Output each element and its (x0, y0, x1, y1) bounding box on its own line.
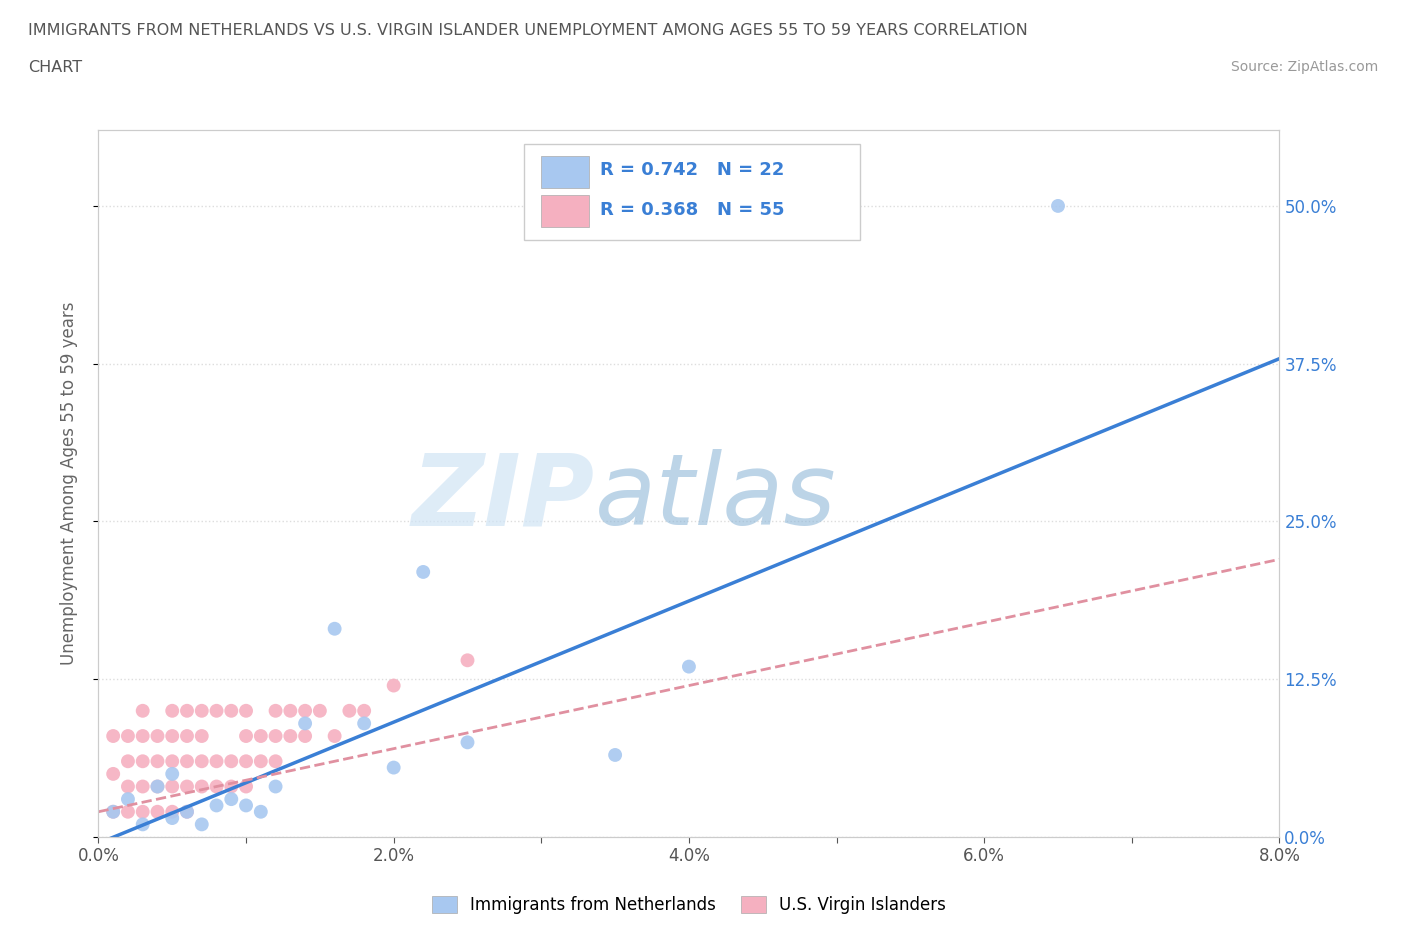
Text: atlas: atlas (595, 449, 837, 546)
Point (308, 703, 332, 718)
Point (162, 754, 183, 769)
Point (250, 754, 273, 769)
Point (146, 779, 169, 794)
Point (162, 804, 183, 819)
Point (278, 728, 302, 743)
Point (176, 804, 198, 819)
Point (117, 804, 139, 819)
Point (162, 811, 183, 826)
Point (146, 728, 169, 743)
Point (176, 779, 198, 794)
Text: CHART: CHART (28, 60, 82, 75)
Point (264, 703, 287, 718)
Point (294, 728, 316, 743)
Point (219, 754, 242, 769)
Text: R = 0.742   N = 22: R = 0.742 N = 22 (600, 162, 785, 179)
Bar (541, 156, 589, 188)
Point (103, 766, 125, 781)
Point (132, 703, 155, 718)
Point (205, 798, 228, 813)
Point (264, 728, 287, 743)
Point (235, 798, 257, 813)
Y-axis label: Unemployment Among Ages 55 to 59 years: Unemployment Among Ages 55 to 59 years (59, 302, 77, 665)
Point (132, 728, 155, 743)
Point (132, 804, 155, 819)
Point (323, 621, 346, 636)
Point (264, 779, 287, 794)
Point (382, 678, 405, 693)
Point (235, 728, 257, 743)
Point (117, 779, 139, 794)
Point (176, 703, 198, 718)
Bar (541, 195, 589, 227)
Point (103, 728, 125, 743)
Point (294, 716, 316, 731)
Point (117, 728, 139, 743)
Point (678, 659, 700, 674)
Point (205, 779, 228, 794)
Point (205, 703, 228, 718)
Point (1046, 198, 1069, 213)
Point (146, 779, 169, 794)
Point (191, 817, 214, 831)
Point (132, 754, 155, 769)
Point (191, 779, 214, 794)
Point (191, 754, 214, 769)
Point (103, 804, 125, 819)
Point (117, 791, 139, 806)
Point (353, 703, 375, 718)
Point (456, 653, 478, 668)
Point (235, 779, 257, 794)
Point (146, 804, 169, 819)
Legend: Immigrants from Netherlands, U.S. Virgin Islanders: Immigrants from Netherlands, U.S. Virgin… (425, 889, 953, 921)
Text: R = 0.368   N = 55: R = 0.368 N = 55 (600, 201, 785, 219)
Point (219, 703, 242, 718)
Point (205, 754, 228, 769)
Point (117, 754, 139, 769)
Point (162, 728, 183, 743)
Point (235, 754, 257, 769)
Point (264, 754, 287, 769)
Text: Source: ZipAtlas.com: Source: ZipAtlas.com (1230, 60, 1378, 74)
Point (337, 703, 360, 718)
Point (191, 703, 214, 718)
Point (294, 703, 316, 718)
Point (103, 804, 125, 819)
Text: IMMIGRANTS FROM NETHERLANDS VS U.S. VIRGIN ISLANDER UNEMPLOYMENT AMONG AGES 55 T: IMMIGRANTS FROM NETHERLANDS VS U.S. VIRG… (28, 23, 1028, 38)
Point (219, 791, 242, 806)
Point (146, 754, 169, 769)
Point (250, 728, 273, 743)
Point (162, 779, 183, 794)
Text: ZIP: ZIP (412, 449, 595, 546)
Point (176, 754, 198, 769)
Point (176, 728, 198, 743)
Point (323, 728, 346, 743)
Point (278, 703, 302, 718)
Point (162, 766, 183, 781)
Point (235, 703, 257, 718)
Point (456, 735, 478, 750)
FancyBboxPatch shape (523, 144, 860, 240)
Point (412, 565, 434, 579)
Point (162, 703, 183, 718)
Point (176, 804, 198, 819)
Point (191, 728, 214, 743)
Point (250, 804, 273, 819)
Point (353, 716, 375, 731)
Point (382, 760, 405, 775)
Point (219, 779, 242, 794)
Point (132, 779, 155, 794)
Point (132, 817, 155, 831)
Point (605, 748, 627, 763)
